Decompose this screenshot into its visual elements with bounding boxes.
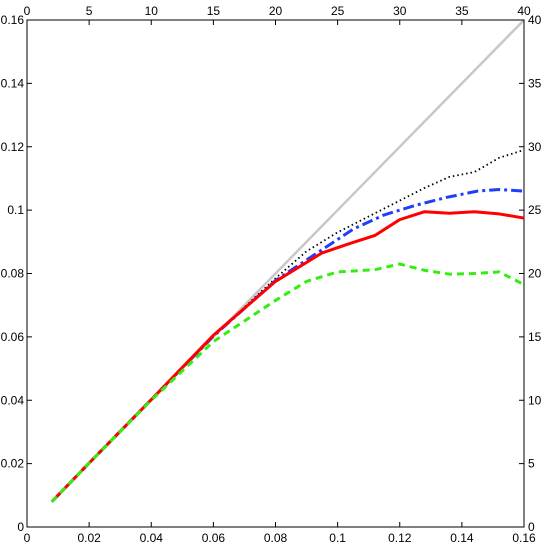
y2-tick-label: 20 [528, 267, 542, 281]
y-tick-label: 0.06 [1, 330, 25, 344]
y2-tick-label: 10 [528, 393, 542, 407]
y-tick-label: 0.04 [1, 393, 25, 407]
x2-tick-label: 20 [269, 4, 283, 18]
y2-tick-label: 30 [528, 140, 542, 154]
y2-tick-label: 40 [528, 13, 542, 27]
x2-tick-label: 30 [393, 4, 407, 18]
y-tick-label: 0.14 [1, 76, 25, 90]
x-tick-label: 0.12 [388, 531, 412, 545]
y2-tick-label: 15 [528, 330, 542, 344]
series-line-5 [50, 262, 525, 503]
x2-tick-label: 40 [517, 4, 531, 18]
y-tick-label: 0.12 [1, 140, 25, 154]
x-tick-label: 0.06 [202, 531, 226, 545]
x2-tick-label: 10 [145, 4, 159, 18]
y2-tick-label: 0 [528, 520, 535, 534]
x-tick-label: 0.1 [329, 531, 346, 545]
x-tick-label: 0.14 [450, 531, 474, 545]
x2-tick-label: 5 [86, 4, 93, 18]
y-tick-label: 0 [17, 520, 24, 534]
x-tick-label: 0.16 [512, 531, 536, 545]
x2-tick-label: 15 [207, 4, 221, 18]
y2-tick-label: 5 [528, 457, 535, 471]
x-tick-label: 0.08 [264, 531, 288, 545]
x2-tick-label: 0 [24, 4, 31, 18]
y2-tick-label: 35 [528, 76, 542, 90]
axis-layer: 0 0.02 0.04 0.06 0.08 0.1 0.12 0.14 0.1600.020.0… [1, 4, 542, 545]
y2-tick-label: 25 [528, 203, 542, 217]
y-tick-label: 0.08 [1, 267, 25, 281]
x2-tick-label: 35 [455, 4, 469, 18]
x-tick-label: 0.04 [140, 531, 164, 545]
x-tick-label: 0 [24, 531, 31, 545]
y-tick-label: 0.02 [1, 457, 25, 471]
x2-tick-label: 25 [331, 4, 345, 18]
y-tick-label: 0.1 [7, 203, 24, 217]
series-layer [50, 19, 525, 503]
y-tick-label: 0.16 [1, 13, 25, 27]
x-tick-label: 0.02 [77, 531, 101, 545]
